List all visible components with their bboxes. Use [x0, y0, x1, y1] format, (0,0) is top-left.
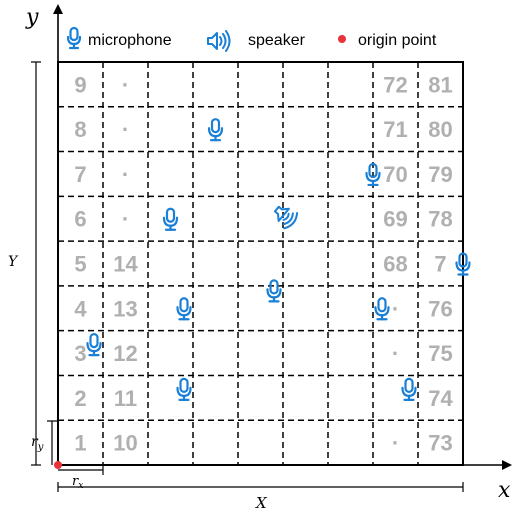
grid-cell-number: ·: [392, 431, 399, 456]
microphone-icon: [86, 333, 102, 357]
grid-cell-number: ·: [122, 162, 129, 187]
grid-cell-number: 80: [428, 117, 452, 142]
grid-cell-number: 13: [113, 296, 137, 321]
grid-cell-number: 14: [113, 252, 138, 277]
legend: microphone speaker origin point: [66, 26, 437, 52]
grid-cell-number: 68: [383, 252, 407, 277]
legend-microphone-label: microphone: [88, 32, 172, 49]
grid-cell-number: 81: [428, 72, 452, 97]
microphone-icon: [176, 297, 192, 321]
microphone-icon: [266, 279, 282, 303]
grid-cell-number: 8: [74, 117, 86, 142]
microphone-icon: [176, 377, 192, 401]
grid-lines: [58, 62, 463, 465]
grid-border: [57, 61, 464, 466]
grid-cell-number: 75: [428, 341, 452, 366]
grid-cell-number: ·: [392, 341, 399, 366]
y-axis-label: y: [25, 5, 39, 30]
grid-cell-number: 6: [74, 207, 86, 232]
rx-dimension-label: rx: [72, 474, 83, 491]
legend-speaker-icon: [207, 30, 231, 52]
Y-dimension-label: Y: [8, 254, 19, 270]
legend-origin-label: origin point: [358, 32, 437, 49]
grid-microphones: [86, 118, 471, 401]
speaker-icon: [273, 205, 299, 230]
grid-cell-number: 5: [74, 252, 86, 277]
grid-cell-number: 79: [428, 162, 452, 187]
legend-microphone-icon: [66, 26, 82, 50]
grid-cell-number: 2: [74, 386, 86, 411]
dimension-Y: Y: [8, 61, 41, 466]
microphone-icon: [162, 207, 179, 231]
grid-cell-number: 1: [74, 431, 86, 456]
grid-cell-number: 69: [383, 207, 407, 232]
grid: 987654321····14131211107271706968···8180…: [57, 61, 471, 466]
grid-cell-number: ·: [122, 207, 129, 232]
grid-cell-number: 72: [383, 72, 407, 97]
grid-cell-number: 76: [428, 296, 452, 321]
grid-cell-number: 71: [383, 117, 407, 142]
microphone-icon: [365, 162, 381, 187]
grid-cell-number: 70: [383, 162, 407, 187]
grid-cell-number: 78: [428, 207, 452, 232]
grid-cell-number: 74: [428, 386, 453, 411]
origin-point: [54, 461, 62, 469]
grid-cell-number: 12: [113, 341, 137, 366]
grid-cell-number: ·: [122, 117, 129, 142]
dimension-rx: rx: [58, 465, 104, 491]
grid-cell-number: 7: [74, 162, 86, 187]
x-axis-label: x: [498, 478, 511, 503]
microphone-icon: [401, 377, 417, 401]
grid-cell-number: 10: [113, 431, 137, 456]
grid-cell-number: 11: [114, 386, 137, 411]
grid-speaker: [273, 205, 299, 230]
grid-cell-number: 7: [434, 252, 446, 277]
legend-origin-dot: [338, 35, 346, 43]
microphone-icon: [374, 297, 390, 321]
microphone-icon: [207, 118, 224, 142]
grid-cell-number: 3: [74, 341, 86, 366]
grid-cell-number: ·: [392, 296, 399, 321]
ry-dimension-label: ry: [31, 434, 44, 453]
grid-cell-number: 9: [74, 72, 86, 97]
grid-numbers: 987654321····14131211107271706968···8180…: [74, 72, 453, 455]
grid-cell-number: ·: [122, 72, 129, 97]
grid-cell-number: 4: [74, 296, 87, 321]
X-dimension-label: X: [255, 494, 268, 512]
dimension-ry: ry: [31, 420, 57, 465]
microphone-icon: [455, 252, 471, 276]
dimension-X: X: [57, 482, 464, 512]
legend-speaker-label: speaker: [248, 32, 306, 49]
grid-cell-number: 73: [428, 431, 452, 456]
